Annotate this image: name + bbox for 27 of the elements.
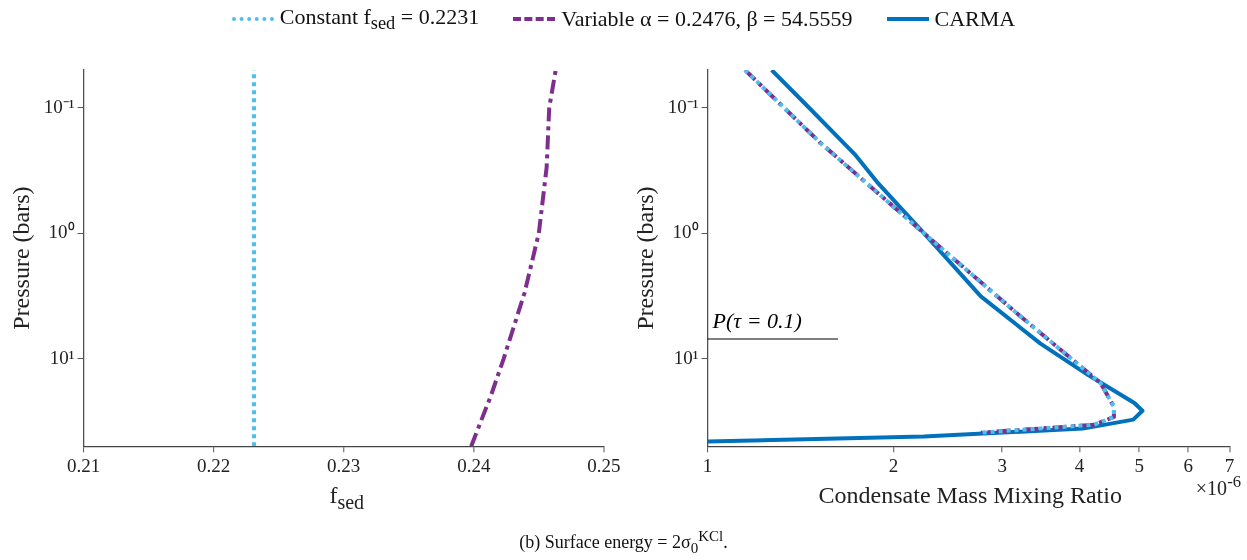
text: (b) Surface energy = 2σ$_{0}$$^{KCl}$.	[518, 528, 729, 557]
annotation: P(τ = 0.1)	[711, 307, 802, 333]
legend-label: Variable α = 0.2476, β = 54.5559	[561, 6, 853, 33]
legend-label: CARMA	[934, 6, 1016, 33]
legend-label: Constant f$_{sed}$ = 0.2231	[279, 4, 480, 35]
y-axis-title: Pressure (bars)	[631, 186, 658, 330]
x-axis-title: Condensate Mass Mixing Ratio	[818, 482, 1122, 508]
y-tick-label: 10⁻¹	[43, 95, 75, 117]
x-tick-label: 1	[702, 454, 712, 476]
x-tick-label: 0.24	[457, 454, 491, 476]
x-tick-label: 5	[1133, 454, 1144, 476]
y-tick-label: 10⁻¹	[667, 95, 699, 117]
x-tick-label: 0.25	[587, 454, 621, 476]
line-series	[469, 70, 558, 447]
y-tick-label: 10¹	[49, 346, 75, 368]
y-tick-label: 10⁰	[48, 221, 75, 243]
x-tick-label: 6	[1182, 454, 1193, 476]
x-tick-label: 0.21	[66, 454, 101, 476]
y-tick-label: 10⁰	[672, 221, 699, 243]
x-tick-label: 3	[996, 454, 1007, 476]
x-tick-label: 4	[1074, 454, 1085, 476]
y-axis-title: Pressure (bars)	[7, 186, 34, 330]
x-axis-title: f$_{sed}$	[328, 482, 366, 514]
x-tick-label: 2	[888, 454, 898, 476]
x-tick-label: 0.22	[197, 454, 231, 476]
y-tick-label: 10¹	[673, 346, 699, 368]
x-tick-label: 0.23	[327, 454, 361, 476]
